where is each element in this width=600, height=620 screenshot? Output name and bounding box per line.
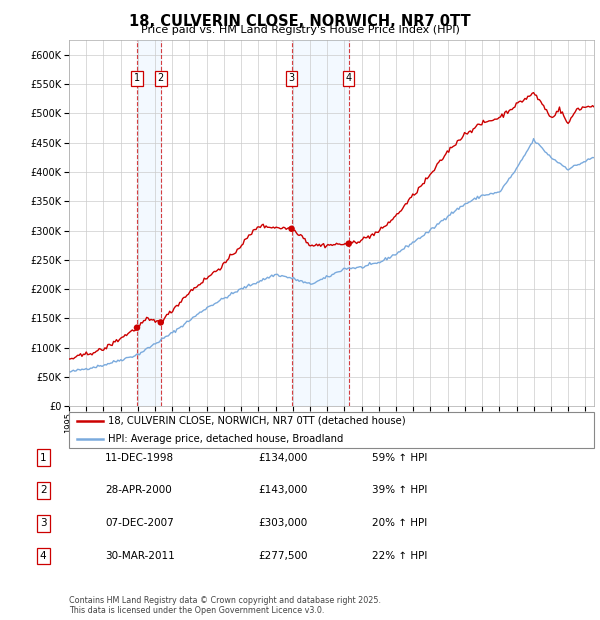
Text: 11-DEC-1998: 11-DEC-1998 bbox=[105, 453, 174, 463]
Text: 1: 1 bbox=[134, 73, 140, 83]
Text: 22% ↑ HPI: 22% ↑ HPI bbox=[372, 551, 427, 561]
Text: 3: 3 bbox=[289, 73, 295, 83]
Text: 39% ↑ HPI: 39% ↑ HPI bbox=[372, 485, 427, 495]
Text: 30-MAR-2011: 30-MAR-2011 bbox=[105, 551, 175, 561]
Point bbox=[156, 317, 166, 327]
Text: 07-DEC-2007: 07-DEC-2007 bbox=[105, 518, 174, 528]
Text: 59% ↑ HPI: 59% ↑ HPI bbox=[372, 453, 427, 463]
Text: 3: 3 bbox=[40, 518, 47, 528]
Bar bbox=[137, 40, 161, 406]
Text: 20% ↑ HPI: 20% ↑ HPI bbox=[372, 518, 427, 528]
Text: 2: 2 bbox=[40, 485, 47, 495]
Text: Price paid vs. HM Land Registry's House Price Index (HPI): Price paid vs. HM Land Registry's House … bbox=[140, 25, 460, 35]
Point bbox=[287, 224, 296, 234]
Bar bbox=[292, 40, 349, 406]
Text: £134,000: £134,000 bbox=[258, 453, 307, 463]
Text: 4: 4 bbox=[40, 551, 47, 561]
Text: Contains HM Land Registry data © Crown copyright and database right 2025.
This d: Contains HM Land Registry data © Crown c… bbox=[69, 596, 381, 615]
Text: £143,000: £143,000 bbox=[258, 485, 307, 495]
Text: 28-APR-2000: 28-APR-2000 bbox=[105, 485, 172, 495]
Text: 18, CULVERIN CLOSE, NORWICH, NR7 0TT (detached house): 18, CULVERIN CLOSE, NORWICH, NR7 0TT (de… bbox=[109, 415, 406, 426]
Text: £277,500: £277,500 bbox=[258, 551, 308, 561]
Text: 4: 4 bbox=[346, 73, 352, 83]
Point bbox=[132, 323, 142, 333]
Text: 18, CULVERIN CLOSE, NORWICH, NR7 0TT: 18, CULVERIN CLOSE, NORWICH, NR7 0TT bbox=[129, 14, 471, 29]
FancyBboxPatch shape bbox=[69, 412, 594, 448]
Text: HPI: Average price, detached house, Broadland: HPI: Average price, detached house, Broa… bbox=[109, 433, 344, 444]
Point bbox=[344, 239, 353, 249]
Text: 1: 1 bbox=[40, 453, 47, 463]
Text: £303,000: £303,000 bbox=[258, 518, 307, 528]
Text: 2: 2 bbox=[158, 73, 164, 83]
